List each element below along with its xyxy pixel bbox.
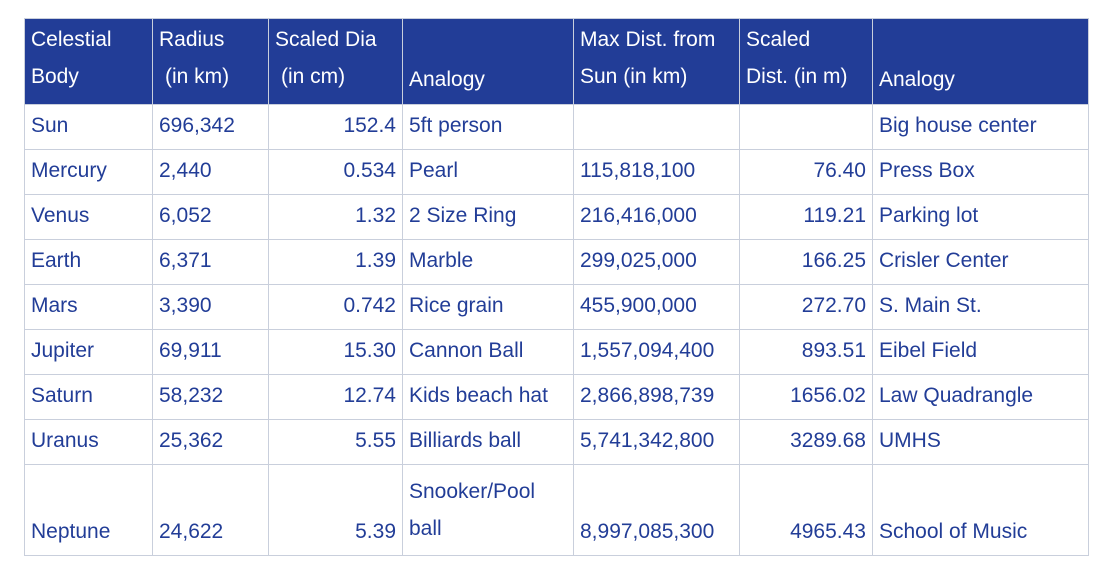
cell-body: Uranus xyxy=(24,419,153,465)
table-row: Uranus 25,362 5.55 Billiards ball 5,741,… xyxy=(24,419,1089,465)
table-row: Mars 3,390 0.742 Rice grain 455,900,000 … xyxy=(24,284,1089,330)
table-row: Sun 696,342 152.4 5ft person Big house c… xyxy=(24,104,1089,150)
header-radius: Radius (in km) xyxy=(152,18,269,105)
cell-analogy: Cannon Ball xyxy=(402,329,574,375)
cell-radius: 25,362 xyxy=(152,419,269,465)
table-row: Earth 6,371 1.39 Marble 299,025,000 166.… xyxy=(24,239,1089,285)
cell-scaled-dia: 0.534 xyxy=(268,149,403,195)
cell-scaled-dia: 1.39 xyxy=(268,239,403,285)
cell-scaled-dist: 272.70 xyxy=(739,284,873,330)
cell-scaled-dist: 1656.02 xyxy=(739,374,873,420)
cell-body: Mercury xyxy=(24,149,153,195)
cell-analogy: Snooker/Pool ball xyxy=(402,464,574,556)
cell-scaled-dia: 152.4 xyxy=(268,104,403,150)
cell-analogy: 5ft person xyxy=(402,104,574,150)
cell-max-dist: 455,900,000 xyxy=(573,284,740,330)
cell-body: Sun xyxy=(24,104,153,150)
cell-radius: 2,440 xyxy=(152,149,269,195)
cell-max-dist: 8,997,085,300 xyxy=(573,464,740,556)
cell-radius: 69,911 xyxy=(152,329,269,375)
cell-max-dist: 216,416,000 xyxy=(573,194,740,240)
header-max-dist: Max Dist. from Sun (in km) xyxy=(573,18,740,105)
cell-radius: 6,371 xyxy=(152,239,269,285)
cell-scaled-dist xyxy=(739,104,873,150)
cell-scaled-dia: 0.742 xyxy=(268,284,403,330)
cell-analogy: Kids beach hat xyxy=(402,374,574,420)
cell-analogy-location: Big house center xyxy=(872,104,1089,150)
cell-analogy-location: Press Box xyxy=(872,149,1089,195)
cell-scaled-dia: 12.74 xyxy=(268,374,403,420)
cell-analogy-location: Law Quadrangle xyxy=(872,374,1089,420)
cell-scaled-dist: 3289.68 xyxy=(739,419,873,465)
cell-max-dist: 5,741,342,800 xyxy=(573,419,740,465)
table-row: Venus 6,052 1.32 2 Size Ring 216,416,000… xyxy=(24,194,1089,240)
cell-scaled-dist: 166.25 xyxy=(739,239,873,285)
cell-analogy-location: School of Music xyxy=(872,464,1089,556)
header-scaled-dist: Scaled Dist. (in m) xyxy=(739,18,873,105)
table-row: Mercury 2,440 0.534 Pearl 115,818,100 76… xyxy=(24,149,1089,195)
cell-body: Venus xyxy=(24,194,153,240)
planets-table-container: Celestial Body Radius (in km) Scaled Dia… xyxy=(24,18,1089,556)
table-header-row: Celestial Body Radius (in km) Scaled Dia… xyxy=(24,18,1089,105)
cell-body: Saturn xyxy=(24,374,153,420)
cell-max-dist: 1,557,094,400 xyxy=(573,329,740,375)
cell-radius: 6,052 xyxy=(152,194,269,240)
cell-radius: 3,390 xyxy=(152,284,269,330)
cell-body: Neptune xyxy=(24,464,153,556)
table-row: Jupiter 69,911 15.30 Cannon Ball 1,557,0… xyxy=(24,329,1089,375)
cell-max-dist xyxy=(573,104,740,150)
cell-scaled-dia: 5.55 xyxy=(268,419,403,465)
cell-analogy-location: Parking lot xyxy=(872,194,1089,240)
cell-scaled-dia: 1.32 xyxy=(268,194,403,240)
cell-analogy-location: S. Main St. xyxy=(872,284,1089,330)
cell-scaled-dist: 893.51 xyxy=(739,329,873,375)
cell-body: Jupiter xyxy=(24,329,153,375)
planets-table: Celestial Body Radius (in km) Scaled Dia… xyxy=(24,18,1089,556)
cell-radius: 58,232 xyxy=(152,374,269,420)
cell-max-dist: 115,818,100 xyxy=(573,149,740,195)
header-scaled-dia: Scaled Dia (in cm) xyxy=(268,18,403,105)
cell-analogy: Billiards ball xyxy=(402,419,574,465)
cell-analogy-location: Eibel Field xyxy=(872,329,1089,375)
cell-max-dist: 2,866,898,739 xyxy=(573,374,740,420)
cell-scaled-dist: 119.21 xyxy=(739,194,873,240)
cell-analogy-location: Crisler Center xyxy=(872,239,1089,285)
cell-scaled-dia: 15.30 xyxy=(268,329,403,375)
cell-analogy-location: UMHS xyxy=(872,419,1089,465)
cell-max-dist: 299,025,000 xyxy=(573,239,740,285)
header-analogy: Analogy xyxy=(402,18,574,105)
cell-analogy: Rice grain xyxy=(402,284,574,330)
cell-analogy: 2 Size Ring xyxy=(402,194,574,240)
cell-body: Earth xyxy=(24,239,153,285)
cell-scaled-dist: 76.40 xyxy=(739,149,873,195)
cell-scaled-dist: 4965.43 xyxy=(739,464,873,556)
cell-body: Mars xyxy=(24,284,153,330)
cell-radius: 24,622 xyxy=(152,464,269,556)
header-celestial-body: Celestial Body xyxy=(24,18,153,105)
header-analogy-location: Analogy xyxy=(872,18,1089,105)
cell-scaled-dia: 5.39 xyxy=(268,464,403,556)
cell-radius: 696,342 xyxy=(152,104,269,150)
cell-analogy: Marble xyxy=(402,239,574,285)
table-row: Neptune 24,622 5.39 Snooker/Pool ball 8,… xyxy=(24,464,1089,556)
table-row: Saturn 58,232 12.74 Kids beach hat 2,866… xyxy=(24,374,1089,420)
cell-analogy: Pearl xyxy=(402,149,574,195)
